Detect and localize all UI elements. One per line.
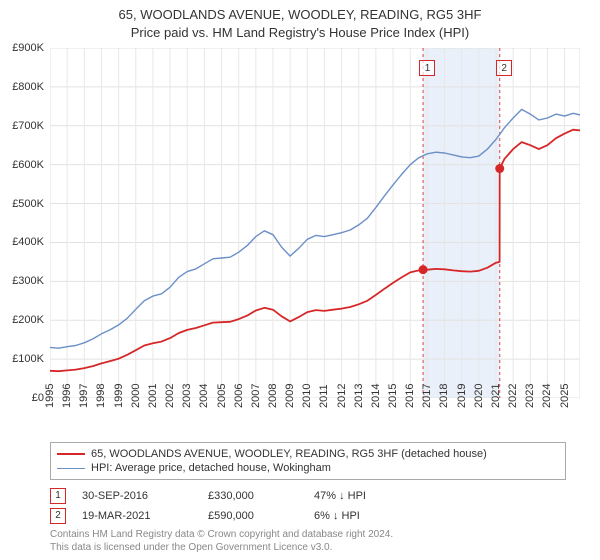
y-axis-tick-label: £0 <box>0 392 44 404</box>
footer-line2: This data is licensed under the Open Gov… <box>50 541 570 554</box>
y-axis-tick-label: £700K <box>0 120 44 132</box>
x-axis-tick-label: 1996 <box>61 396 73 408</box>
x-axis-tick-label: 2003 <box>181 396 193 408</box>
x-axis-tick-label: 2018 <box>438 396 450 408</box>
x-axis-tick-label: 2012 <box>336 396 348 408</box>
x-axis-tick-label: 2022 <box>507 396 519 408</box>
chart-callout-2: 2 <box>496 60 512 76</box>
legend-swatch <box>57 468 85 469</box>
x-axis-tick-label: 2015 <box>387 396 399 408</box>
y-axis-tick-label: £900K <box>0 42 44 54</box>
x-axis-tick-label: 1998 <box>95 396 107 408</box>
x-axis-tick-label: 1999 <box>113 396 125 408</box>
x-axis-tick-label: 2006 <box>233 396 245 408</box>
y-axis-tick-label: £300K <box>0 275 44 287</box>
footer: Contains HM Land Registry data © Crown c… <box>50 528 570 554</box>
transaction-row: 1 30-SEP-2016 £330,000 47% ↓ HPI <box>50 486 570 506</box>
x-axis-tick-label: 2020 <box>473 396 485 408</box>
transaction-marker: 2 <box>50 508 66 524</box>
page-title-line2: Price paid vs. HM Land Registry's House … <box>0 24 600 42</box>
y-axis-tick-label: £400K <box>0 236 44 248</box>
x-axis-tick-label: 1997 <box>78 396 90 408</box>
y-axis-tick-label: £600K <box>0 159 44 171</box>
y-axis-tick-label: £500K <box>0 198 44 210</box>
x-axis-tick-label: 2004 <box>198 396 210 408</box>
x-axis-tick-label: 2010 <box>301 396 313 408</box>
y-axis-tick-label: £200K <box>0 314 44 326</box>
transaction-date: 19-MAR-2021 <box>82 510 192 522</box>
x-axis-tick-label: 2017 <box>421 396 433 408</box>
legend-item: 65, WOODLANDS AVENUE, WOODLEY, READING, … <box>57 447 559 461</box>
x-axis-tick-label: 2009 <box>284 396 296 408</box>
transaction-marker: 1 <box>50 488 66 504</box>
x-axis-tick-label: 2019 <box>456 396 468 408</box>
transaction-delta: 6% ↓ HPI <box>314 510 424 522</box>
x-axis-tick-label: 2016 <box>404 396 416 408</box>
x-axis-tick-label: 2023 <box>524 396 536 408</box>
x-axis-tick-label: 2008 <box>267 396 279 408</box>
y-axis-tick-label: £800K <box>0 81 44 93</box>
transaction-table: 1 30-SEP-2016 £330,000 47% ↓ HPI 2 19-MAR-202… <box>50 486 570 526</box>
x-axis-tick-label: 2005 <box>216 396 228 408</box>
x-axis-tick-label: 2007 <box>250 396 262 408</box>
x-axis-tick-label: 2001 <box>147 396 159 408</box>
transaction-price: £590,000 <box>208 510 298 522</box>
legend-label: 65, WOODLANDS AVENUE, WOODLEY, READING, … <box>91 448 487 460</box>
transaction-date: 30-SEP-2016 <box>82 490 192 502</box>
page-title-line1: 65, WOODLANDS AVENUE, WOODLEY, READING, … <box>0 6 600 24</box>
transaction-delta: 47% ↓ HPI <box>314 490 424 502</box>
x-axis-tick-label: 2013 <box>353 396 365 408</box>
x-axis-tick-label: 2024 <box>541 396 553 408</box>
x-axis-tick-label: 2025 <box>559 396 571 408</box>
chart-callout-1: 1 <box>419 60 435 76</box>
x-axis-tick-label: 2021 <box>490 396 502 408</box>
chart-svg <box>50 48 580 398</box>
footer-line1: Contains HM Land Registry data © Crown c… <box>50 528 570 541</box>
transaction-price: £330,000 <box>208 490 298 502</box>
legend-item: HPI: Average price, detached house, Woki… <box>57 461 559 475</box>
chart: £0£100K£200K£300K£400K£500K£600K£700K£80… <box>50 48 580 398</box>
x-axis-tick-label: 2002 <box>164 396 176 408</box>
x-axis-tick-label: 1995 <box>44 396 56 408</box>
legend-label: HPI: Average price, detached house, Woki… <box>91 462 331 474</box>
x-axis-tick-label: 2000 <box>130 396 142 408</box>
x-axis-tick-label: 2011 <box>318 396 330 408</box>
x-axis-tick-label: 2014 <box>370 396 382 408</box>
legend-swatch <box>57 453 85 455</box>
legend: 65, WOODLANDS AVENUE, WOODLEY, READING, … <box>50 442 566 480</box>
y-axis-tick-label: £100K <box>0 353 44 365</box>
transaction-row: 2 19-MAR-2021 £590,000 6% ↓ HPI <box>50 506 570 526</box>
